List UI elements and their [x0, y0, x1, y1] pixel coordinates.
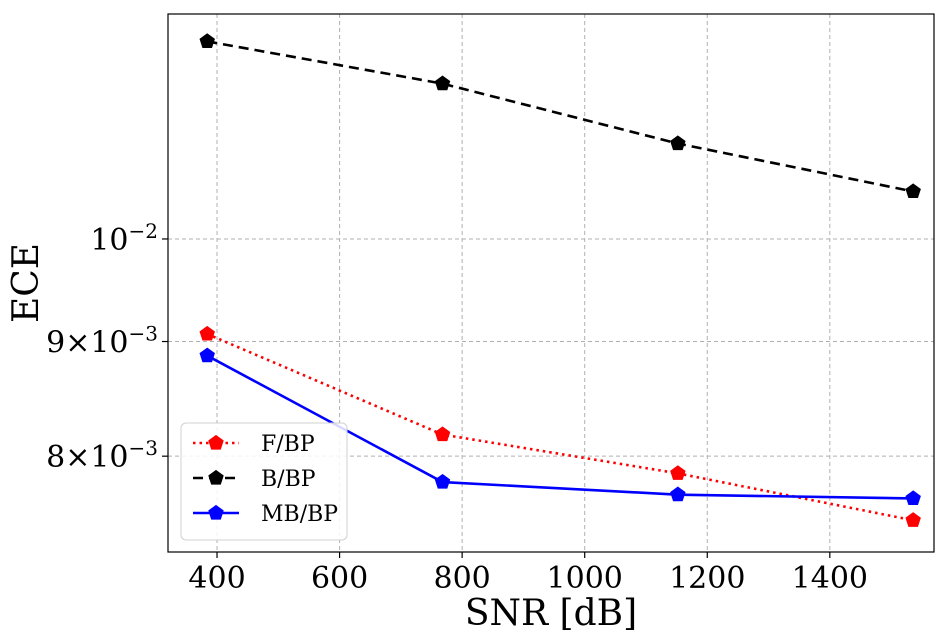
data-point-marker [670, 465, 686, 480]
legend-marker [208, 469, 224, 485]
data-point-marker [434, 473, 451, 489]
series-mb-bp [199, 347, 921, 506]
plot-frame [167, 13, 935, 553]
legend: F/BP B/BP MB/BP [180, 422, 348, 541]
data-point-marker [199, 325, 215, 341]
data-point-marker [905, 183, 921, 199]
legend-entry: B/BP [193, 467, 316, 492]
x-tick-label: 1400 [792, 561, 868, 596]
y-axis-ticks: 8×10−3 9×10−3 10−2 [46, 219, 168, 475]
y-tick-label: 8×10−3 [46, 436, 158, 475]
x-tick-label: 400 [188, 561, 245, 596]
legend-label: F/BP [261, 432, 315, 457]
data-point-marker [199, 347, 215, 363]
data-point-marker [905, 490, 921, 506]
y-tick-label: 10−2 [90, 219, 158, 258]
x-tick-label: 1000 [547, 561, 623, 596]
legend-entry: MB/BP [193, 502, 338, 527]
legend-marker [208, 434, 224, 450]
x-axis-ticks: 400 600 800 1000 1200 1400 [188, 552, 868, 596]
series-line [206, 354, 914, 500]
x-tick-label: 600 [311, 561, 368, 596]
plot-series [199, 33, 921, 527]
x-tick-label: 800 [434, 561, 491, 596]
y-axis-title: ECE [6, 243, 47, 323]
data-point-marker [670, 486, 686, 502]
legend-label: MB/BP [261, 502, 338, 527]
data-point-marker [670, 135, 686, 151]
x-tick-label: 1200 [669, 561, 745, 596]
data-point-marker [434, 75, 451, 91]
data-point-marker [434, 426, 451, 442]
legend-entry: F/BP [193, 432, 315, 457]
data-point-marker [199, 33, 215, 48]
legend-label: B/BP [261, 467, 316, 492]
series-f-bp [199, 325, 921, 527]
y-tick-label: 9×10−3 [46, 322, 158, 361]
series-b-bp [199, 33, 921, 199]
series-line [206, 40, 914, 193]
data-point-marker [905, 512, 921, 527]
legend-marker [208, 504, 224, 520]
x-axis-title: SNR [dB] [465, 593, 637, 634]
